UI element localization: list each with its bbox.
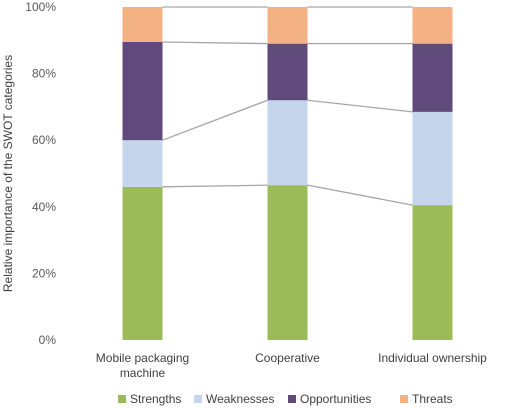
bar-strengths-0 xyxy=(122,186,163,340)
y-tick-label: 80% xyxy=(32,67,56,81)
series-connector-lines xyxy=(162,6,413,206)
legend-swatch-strengths xyxy=(118,395,126,403)
bar-opportunities-2 xyxy=(412,43,453,112)
legend-swatch-weaknesses xyxy=(194,395,202,403)
series-connector-line xyxy=(307,99,413,113)
legend-label-opportunities: Opportunities xyxy=(300,392,371,406)
bar-opportunities-1 xyxy=(267,43,308,101)
y-tick-label: 40% xyxy=(32,200,56,214)
series-connector-line xyxy=(162,99,268,141)
y-axis-ticks: 0% 20% 40% 60% 80% 100% xyxy=(25,0,56,347)
bar-strengths-2 xyxy=(412,205,453,340)
x-category-label: Cooperative xyxy=(255,351,320,365)
x-category-label: Mobile packaging machine xyxy=(96,351,189,380)
bar-weaknesses-0 xyxy=(122,140,163,187)
y-tick-label: 0% xyxy=(39,333,57,347)
bar-opportunities-0 xyxy=(122,41,163,141)
series-connector-line xyxy=(162,184,268,188)
y-axis-title-group: Relative importance of the SWOT categori… xyxy=(1,55,15,292)
legend-label-weaknesses: Weaknesses xyxy=(206,392,274,406)
x-category-label: Individual ownership xyxy=(378,351,487,365)
bar-threats-2 xyxy=(412,7,453,44)
legend-swatch-threats xyxy=(400,395,408,403)
y-tick-label: 20% xyxy=(32,266,56,280)
legend-label-threats: Threats xyxy=(412,392,453,406)
y-tick-label: 100% xyxy=(25,0,56,14)
legend: Strengths Weaknesses Opportunities Threats xyxy=(118,392,453,406)
y-tick-label: 60% xyxy=(32,133,56,147)
bar-segments xyxy=(122,7,453,340)
bar-weaknesses-1 xyxy=(267,100,308,186)
bar-strengths-1 xyxy=(267,185,308,340)
bar-threats-0 xyxy=(122,7,163,42)
x-axis-category-labels: Mobile packaging machine Cooperative Indivi… xyxy=(96,351,487,380)
legend-label-strengths: Strengths xyxy=(130,392,181,406)
series-connector-line xyxy=(307,184,413,206)
bar-threats-1 xyxy=(267,7,308,44)
legend-swatch-opportunities xyxy=(288,395,296,403)
bar-weaknesses-2 xyxy=(412,111,453,206)
y-axis-title: Relative importance of the SWOT categori… xyxy=(1,55,15,292)
series-connector-line xyxy=(162,41,268,45)
